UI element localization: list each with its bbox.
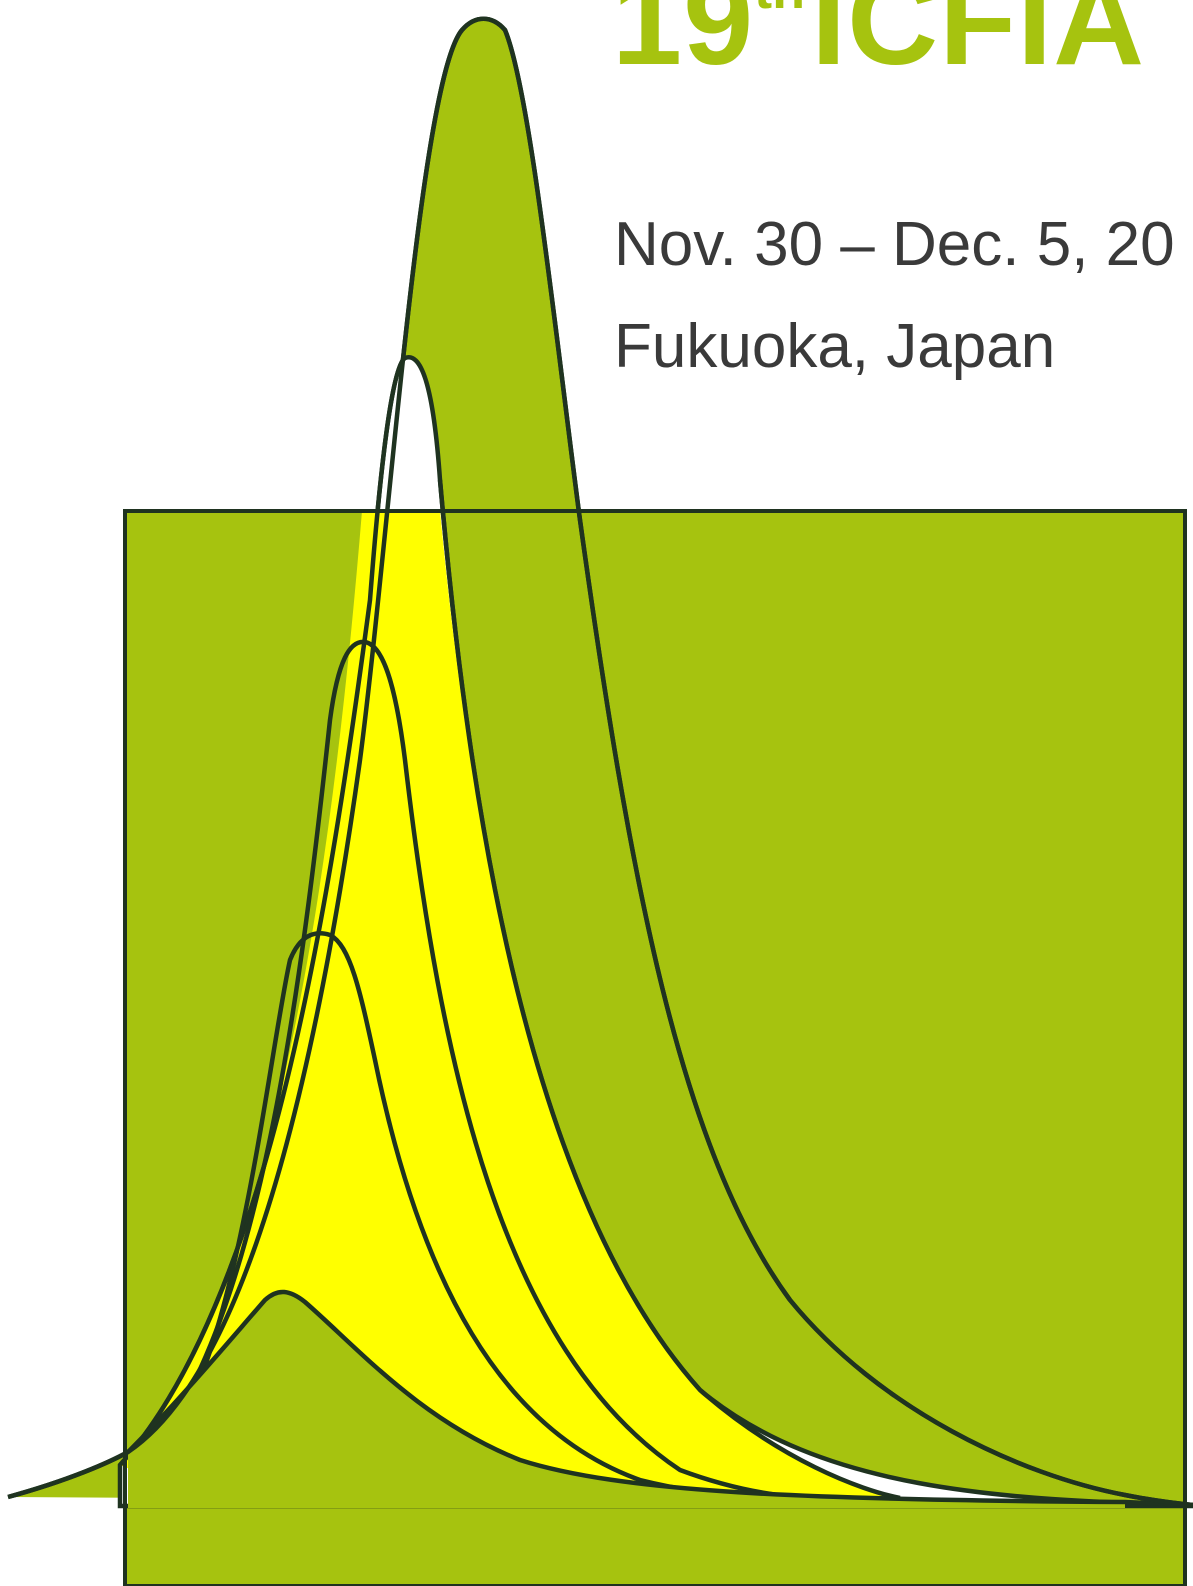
peak-fill-yellow-large [120, 511, 900, 1498]
title-ordinal-number: 19 [612, 0, 755, 91]
peak-fill-small-green [128, 1291, 1125, 1508]
title-acronym: ICFIA [811, 0, 1146, 91]
title-ordinal-suffix: th [754, 0, 805, 20]
green-square-outline [123, 509, 1187, 1586]
peak-curve-smallest [126, 1289, 1193, 1508]
peak-curve-mid [158, 639, 881, 1503]
event-location: Fukuoka, Japan [614, 312, 1056, 381]
conference-title: 19thICFIA [612, 0, 1145, 84]
event-dates: Nov. 30 – Dec. 5, 20 [614, 210, 1175, 279]
